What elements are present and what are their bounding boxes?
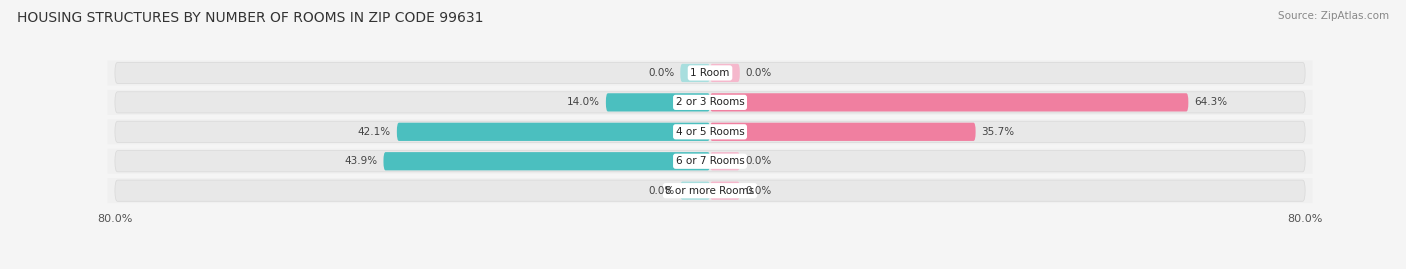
FancyBboxPatch shape <box>107 61 1313 86</box>
FancyBboxPatch shape <box>107 178 1313 203</box>
FancyBboxPatch shape <box>710 182 740 200</box>
FancyBboxPatch shape <box>107 119 1313 144</box>
Text: 14.0%: 14.0% <box>567 97 600 107</box>
FancyBboxPatch shape <box>107 149 1313 174</box>
FancyBboxPatch shape <box>396 123 710 141</box>
Text: 8 or more Rooms: 8 or more Rooms <box>665 186 755 196</box>
FancyBboxPatch shape <box>710 64 740 82</box>
FancyBboxPatch shape <box>115 62 1305 84</box>
Text: 4 or 5 Rooms: 4 or 5 Rooms <box>676 127 744 137</box>
Text: 0.0%: 0.0% <box>745 68 772 78</box>
FancyBboxPatch shape <box>384 152 710 170</box>
Text: 42.1%: 42.1% <box>357 127 391 137</box>
Text: Source: ZipAtlas.com: Source: ZipAtlas.com <box>1278 11 1389 21</box>
FancyBboxPatch shape <box>115 92 1305 113</box>
FancyBboxPatch shape <box>606 93 710 111</box>
Text: 43.9%: 43.9% <box>344 156 378 166</box>
FancyBboxPatch shape <box>681 64 710 82</box>
Text: 2 or 3 Rooms: 2 or 3 Rooms <box>676 97 744 107</box>
Text: 35.7%: 35.7% <box>981 127 1015 137</box>
FancyBboxPatch shape <box>115 151 1305 172</box>
Text: 0.0%: 0.0% <box>648 186 675 196</box>
FancyBboxPatch shape <box>107 90 1313 115</box>
Text: 0.0%: 0.0% <box>745 186 772 196</box>
FancyBboxPatch shape <box>710 93 1188 111</box>
Text: 6 or 7 Rooms: 6 or 7 Rooms <box>676 156 744 166</box>
FancyBboxPatch shape <box>681 182 710 200</box>
Text: 1 Room: 1 Room <box>690 68 730 78</box>
Text: 0.0%: 0.0% <box>648 68 675 78</box>
Text: 0.0%: 0.0% <box>745 156 772 166</box>
FancyBboxPatch shape <box>115 121 1305 142</box>
Text: HOUSING STRUCTURES BY NUMBER OF ROOMS IN ZIP CODE 99631: HOUSING STRUCTURES BY NUMBER OF ROOMS IN… <box>17 11 484 25</box>
FancyBboxPatch shape <box>115 180 1305 201</box>
Text: 64.3%: 64.3% <box>1194 97 1227 107</box>
FancyBboxPatch shape <box>710 123 976 141</box>
FancyBboxPatch shape <box>710 152 740 170</box>
